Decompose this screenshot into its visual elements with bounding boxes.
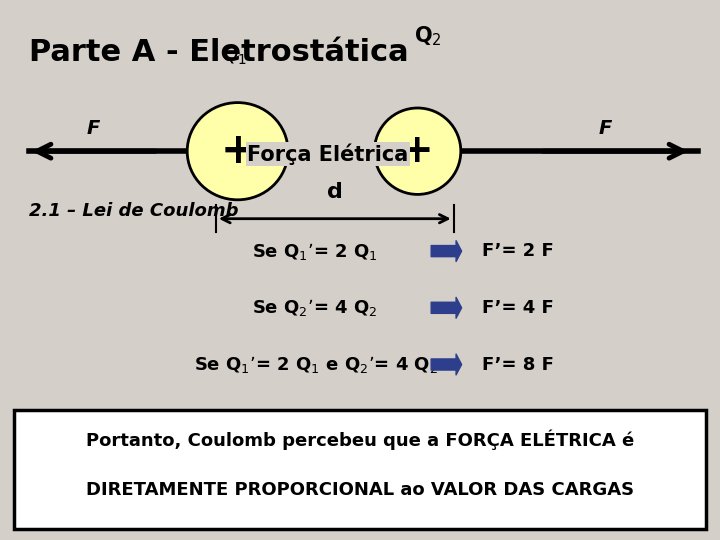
Text: Se Q$_1$’= 2 Q$_1$ e Q$_2$’= 4 Q$_2$: Se Q$_1$’= 2 Q$_1$ e Q$_2$’= 4 Q$_2$ [194, 354, 438, 375]
Text: Se Q$_2$’= 4 Q$_2$: Se Q$_2$’= 4 Q$_2$ [252, 298, 377, 318]
Text: F’= 2 F: F’= 2 F [482, 242, 554, 260]
FancyBboxPatch shape [14, 410, 706, 529]
Text: F: F [87, 119, 100, 138]
Text: $Q_1$: $Q_1$ [222, 46, 246, 68]
Ellipse shape [187, 103, 288, 200]
Text: Força Elétrica: Força Elétrica [247, 143, 408, 165]
Text: Portanto, Coulomb percebeu que a FORÇA ELÉTRICA é: Portanto, Coulomb percebeu que a FORÇA E… [86, 429, 634, 450]
Text: +: + [401, 132, 434, 170]
Text: d: d [327, 183, 343, 202]
Text: +: + [220, 130, 255, 172]
Text: Se Q$_1$’= 2 Q$_1$: Se Q$_1$’= 2 Q$_1$ [252, 241, 378, 261]
Text: F’= 8 F: F’= 8 F [482, 355, 554, 374]
Text: F: F [598, 119, 611, 138]
Text: 2.1 – Lei de Coulomb: 2.1 – Lei de Coulomb [29, 202, 238, 220]
Text: DIRETAMENTE PROPORCIONAL ao VALOR DAS CARGAS: DIRETAMENTE PROPORCIONAL ao VALOR DAS CA… [86, 481, 634, 498]
Text: Q$_2$: Q$_2$ [414, 24, 442, 48]
Text: Parte A - Eletrostática: Parte A - Eletrostática [29, 38, 408, 67]
Text: F’= 4 F: F’= 4 F [482, 299, 554, 317]
Ellipse shape [374, 108, 461, 194]
